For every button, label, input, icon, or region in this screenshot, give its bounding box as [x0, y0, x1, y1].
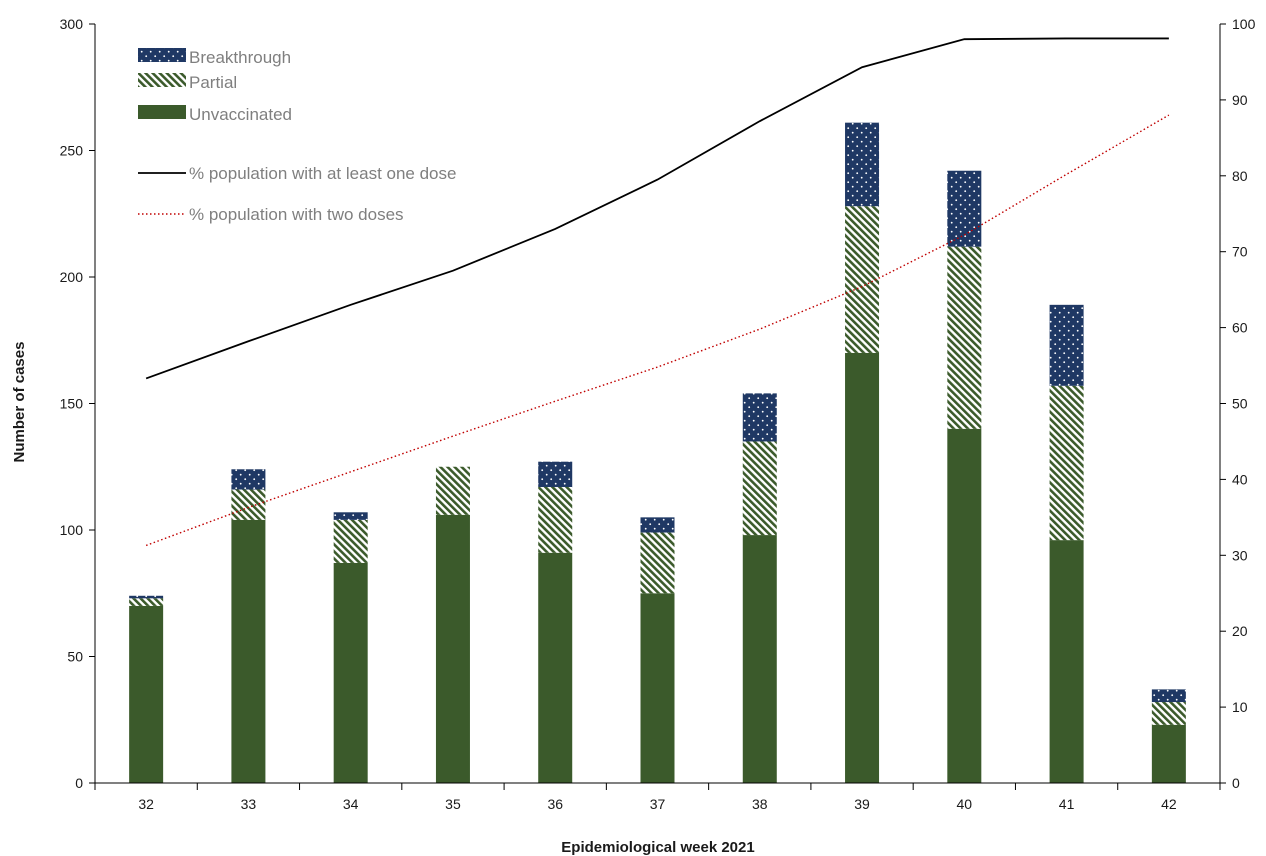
- bar-breakthrough-week-32: [129, 595, 164, 599]
- legend-label-breakthrough: Breakthrough: [189, 48, 291, 67]
- bar-partial-week-32: [129, 598, 164, 606]
- legend-label-partial: Partial: [189, 73, 237, 92]
- line-two-doses: [145, 114, 1170, 547]
- y-axis-title: Number of cases: [11, 342, 28, 463]
- y2-tick-label: 40: [1232, 471, 1248, 487]
- y2-tick-label: 0: [1232, 775, 1240, 791]
- bar-breakthrough-week-41: [1049, 304, 1084, 386]
- bar-unvaccinated-week-40: [947, 428, 982, 783]
- y-tick-label: 150: [60, 396, 84, 412]
- y2-tick-label: 50: [1232, 396, 1248, 412]
- bar-unvaccinated-week-35: [435, 514, 470, 783]
- y-tick-label: 50: [67, 649, 83, 665]
- bar-breakthrough-week-36: [538, 461, 573, 487]
- legend: Breakthrough Partial Unvaccinated % populat…: [138, 48, 456, 224]
- bar-partial-week-37: [640, 532, 675, 594]
- bar-layer: [129, 122, 1186, 783]
- bar-breakthrough-week-34: [333, 512, 368, 520]
- bar-breakthrough-week-42: [1151, 689, 1186, 703]
- x-tick-label: 32: [138, 796, 154, 812]
- x-tick-label: 34: [343, 796, 359, 812]
- x-tick-label: 37: [650, 796, 666, 812]
- bar-unvaccinated-week-37: [640, 593, 675, 783]
- bar-unvaccinated-week-38: [742, 535, 777, 783]
- legend-swatch-breakthrough: [138, 48, 186, 62]
- bar-unvaccinated-week-41: [1049, 540, 1084, 783]
- bar-breakthrough-week-38: [742, 393, 777, 442]
- bar-partial-week-40: [947, 246, 982, 429]
- legend-swatch-unvaccinated: [138, 105, 186, 119]
- x-tick-label: 39: [854, 796, 870, 812]
- y2-tick-label: 30: [1232, 547, 1248, 563]
- bar-unvaccinated-week-39: [845, 352, 880, 783]
- bar-unvaccinated-week-33: [231, 519, 266, 783]
- bar-partial-week-35: [435, 466, 470, 515]
- legend-swatch-partial: [138, 73, 186, 87]
- y-tick-label: 0: [75, 775, 83, 791]
- bar-partial-week-42: [1151, 702, 1186, 725]
- x-tick-label: 42: [1161, 796, 1177, 812]
- x-tick-label: 38: [752, 796, 768, 812]
- bar-breakthrough-week-37: [640, 517, 675, 533]
- y2-tick-label: 90: [1232, 92, 1248, 108]
- y2-tick-label: 60: [1232, 320, 1248, 336]
- bar-unvaccinated-week-34: [333, 562, 368, 783]
- y2-tick-label: 10: [1232, 699, 1248, 715]
- x-axis-title: Epidemiological week 2021: [561, 839, 754, 856]
- bar-breakthrough-week-39: [845, 122, 880, 207]
- y2-tick-label: 80: [1232, 168, 1248, 184]
- y2-tick-label: 70: [1232, 244, 1248, 260]
- line-at-least-one-dose: [145, 37, 1169, 380]
- axes-layer: 0 50 100 150 200 250 300 0 10 20 30 40 50 60 70 80 90 100…: [60, 16, 1256, 812]
- y-tick-label: 300: [60, 16, 84, 32]
- x-tick-label: 35: [445, 796, 461, 812]
- y2-tick-label: 100: [1232, 16, 1256, 32]
- legend-label-population-with-two-doses: % population with two doses: [189, 205, 404, 224]
- y-tick-label: 200: [60, 269, 84, 285]
- bar-partial-week-34: [333, 519, 368, 563]
- bar-breakthrough-week-40: [947, 170, 982, 247]
- legend-label-population-with-at-least-one-dose: % population with at least one dose: [189, 164, 456, 183]
- x-tick-label: 40: [957, 796, 973, 812]
- y2-tick-label: 20: [1232, 623, 1248, 639]
- y-tick-label: 100: [60, 522, 84, 538]
- bar-breakthrough-week-33: [231, 469, 266, 490]
- bar-unvaccinated-week-32: [129, 605, 164, 783]
- bar-partial-week-38: [742, 441, 777, 536]
- x-tick-label: 36: [547, 796, 563, 812]
- bar-unvaccinated-week-36: [538, 552, 573, 783]
- bar-partial-week-33: [231, 489, 266, 520]
- bar-partial-week-36: [538, 486, 573, 553]
- x-tick-label: 33: [241, 796, 257, 812]
- bar-partial-week-41: [1049, 385, 1084, 541]
- y-tick-label: 250: [60, 143, 84, 159]
- line-layer: [145, 37, 1170, 547]
- bar-partial-week-39: [845, 206, 880, 353]
- bar-unvaccinated-week-42: [1151, 724, 1186, 783]
- legend-label-unvaccinated: Unvaccinated: [189, 105, 292, 124]
- x-tick-label: 41: [1059, 796, 1075, 812]
